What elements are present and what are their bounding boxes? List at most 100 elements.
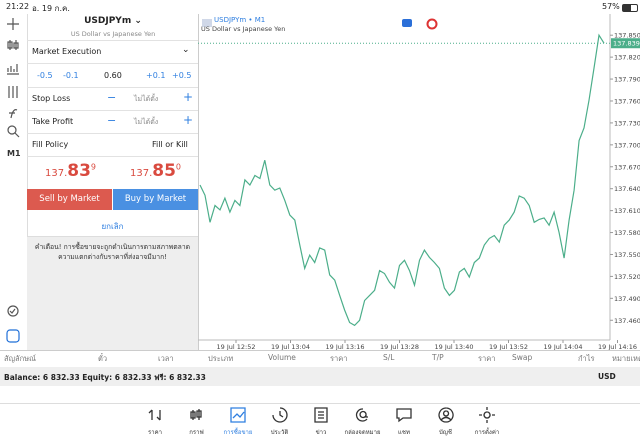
column-header[interactable]: เวลา (158, 354, 174, 363)
execution-type: Market Execution (32, 47, 102, 56)
plus-button[interactable]: + (183, 90, 194, 104)
tab[interactable]: บัญชี (426, 406, 466, 444)
buy-button[interactable]: Buy by Market (113, 189, 198, 210)
price-line (199, 33, 605, 327)
tab[interactable]: ประวัติ (260, 406, 300, 444)
icon-shape (314, 407, 328, 423)
tab[interactable]: ราคา (135, 406, 175, 444)
y-tick-label: 137.460 (614, 317, 640, 325)
balance-text: Balance: 6 832.33 Equity: 6 832.33 ฟรี: … (4, 373, 206, 382)
tab-label: การซื้อขาย (223, 429, 253, 436)
last-price-label: 137.839 (613, 40, 640, 48)
volume-step[interactable]: -0.1 (63, 71, 79, 80)
x-tick-label: 19 Jul 13:52 (489, 343, 528, 351)
y-tick-label: 137.700 (614, 141, 640, 149)
icon-shape (437, 407, 454, 423)
x-tick-label: 19 Jul 14:04 (544, 343, 583, 351)
y-tick-label: 137.760 (614, 97, 640, 105)
symbol-description: US Dollar vs Japanese Yen (70, 30, 156, 38)
cancel-button[interactable]: ยกเลิก (101, 222, 124, 231)
tab-icon (314, 407, 328, 423)
tab-label: แชท (398, 429, 410, 436)
tab[interactable]: การตั้งค่า (467, 406, 507, 444)
minus-button[interactable]: − (107, 91, 117, 104)
ask-main: 137. (129, 168, 153, 179)
tab-label: กราฟ (189, 429, 204, 436)
stop-loss-label: Stop Loss (32, 94, 71, 103)
tab-label: ราคา (148, 429, 162, 436)
volume-step[interactable]: -0.5 (37, 71, 53, 80)
ask-big: 85 (152, 161, 176, 181)
tab-icon (230, 407, 246, 423)
tab[interactable]: กล่องจดหมาย (343, 406, 383, 444)
stop-loss-row: Stop Loss − ไม่ได้ตั้ง + (27, 88, 198, 111)
y-tick-label: 137.670 (614, 163, 640, 171)
take-profit-row: Take Profit − ไม่ได้ตั้ง + (27, 111, 198, 134)
minus-button[interactable]: − (107, 114, 117, 127)
icon-shape (396, 408, 412, 423)
column-header[interactable]: ตั๋ว (98, 354, 108, 363)
tab-icon (148, 409, 161, 421)
tab[interactable]: การซื้อขาย (218, 406, 258, 444)
chart-icon (202, 19, 212, 27)
toolbar: M1 (6, 18, 21, 343)
y-tick-label: 137.820 (614, 54, 640, 62)
warning-text: คำเตือน! การซื้อขายจะถูกดำเนินการตามสภาพ… (34, 243, 191, 261)
y-tick-label: 137.790 (614, 76, 640, 84)
column-header[interactable]: S/L (383, 353, 395, 362)
balance-row: Balance: 6 832.33 Equity: 6 832.33 ฟรี: … (0, 367, 640, 386)
y-tick-label: 137.610 (614, 207, 640, 215)
take-profit-value[interactable]: ไม่ได้ตั้ง (134, 118, 159, 126)
bid-price: 137.839 (28, 161, 113, 181)
y-tick-label: 137.640 (614, 185, 640, 193)
symbol-title[interactable]: USDJPYm ⌄ (84, 16, 142, 26)
icon-shape (479, 407, 495, 423)
tab[interactable]: กราฟ (177, 406, 217, 444)
column-header[interactable]: สัญลักษณ์ (4, 354, 37, 363)
take-profit-label: Take Profit (32, 117, 74, 126)
stop-loss-value[interactable]: ไม่ได้ตั้ง (134, 95, 159, 103)
y-tick-label: 137.520 (614, 273, 640, 281)
tab[interactable]: แชท (384, 406, 424, 444)
symbol-name: USDJPYm (84, 16, 132, 26)
column-header[interactable]: ประเภท (208, 354, 234, 363)
status-time: 21:22 (6, 2, 30, 11)
x-tick-label: 19 Jul 14:16 (598, 343, 637, 351)
warning-box: คำเตือน! การซื้อขายจะถูกดำเนินการตามสภาพ… (27, 236, 198, 351)
chart-icon (402, 19, 412, 27)
plus-button[interactable]: + (183, 113, 194, 127)
column-header[interactable]: ราคา (330, 354, 348, 363)
volume-value[interactable]: 0.60 (104, 71, 122, 80)
column-header[interactable]: Swap (512, 353, 533, 362)
chart-subtitle: US Dollar vs Japanese Yen (201, 25, 285, 33)
ask-price: 137.850 (113, 161, 198, 181)
timeframe-label: M1 (7, 149, 21, 158)
tab-icon (189, 409, 202, 420)
tab-icon (271, 407, 288, 423)
volume-step[interactable]: +0.1 (146, 71, 166, 80)
tab-icon (437, 407, 454, 423)
y-tick-label: 137.580 (614, 229, 640, 237)
tab-label: การตั้งค่า (474, 429, 500, 436)
fill-policy-row[interactable]: Fill Policy Fill or Kill (27, 134, 198, 157)
column-header[interactable]: หมายเหตุ (612, 354, 640, 363)
column-header[interactable]: T/P (432, 353, 444, 362)
icon-shape (230, 407, 246, 423)
execution-row[interactable]: Market Execution ⌄ (27, 40, 198, 64)
tab[interactable]: ข่าว (301, 406, 341, 444)
status-battery: 57% (602, 2, 620, 11)
tab-label: ข่าว (315, 429, 327, 436)
column-header[interactable]: Volume (268, 353, 296, 362)
tab-icon (355, 408, 368, 422)
y-tick-label: 137.550 (614, 251, 640, 259)
column-header[interactable]: กำไร (578, 354, 595, 363)
y-tick-label: 137.730 (614, 119, 640, 127)
volume-step[interactable]: +0.5 (172, 71, 192, 80)
column-header[interactable]: ราคา (478, 354, 496, 363)
sell-button[interactable]: Sell by Market (27, 189, 112, 210)
battery-icon (622, 4, 638, 12)
ask-last: 0 (175, 162, 182, 172)
